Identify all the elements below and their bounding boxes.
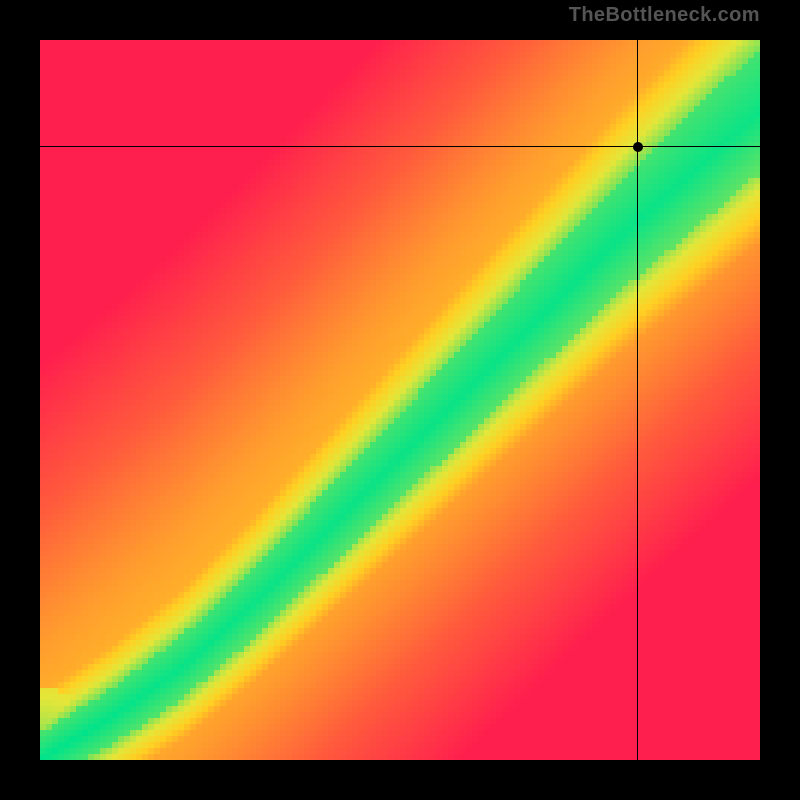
watermark-text: TheBottleneck.com bbox=[569, 4, 760, 27]
heatmap-canvas bbox=[40, 40, 760, 760]
heatmap-plot-area bbox=[40, 40, 760, 760]
